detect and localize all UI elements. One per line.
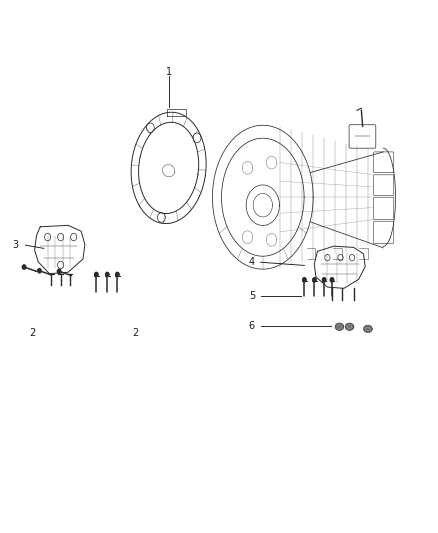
Text: 6: 6 <box>249 321 255 331</box>
Polygon shape <box>335 323 344 330</box>
Circle shape <box>22 265 26 269</box>
Text: 4: 4 <box>249 257 255 267</box>
Circle shape <box>303 278 306 282</box>
Circle shape <box>313 278 316 282</box>
Text: 2: 2 <box>30 328 36 338</box>
Polygon shape <box>364 325 372 333</box>
Circle shape <box>116 272 119 277</box>
Text: 2: 2 <box>133 328 139 338</box>
Circle shape <box>95 272 98 277</box>
Text: 3: 3 <box>12 240 18 250</box>
Circle shape <box>57 269 61 273</box>
Circle shape <box>322 278 326 282</box>
Text: 5: 5 <box>249 291 255 301</box>
Circle shape <box>106 272 109 277</box>
Polygon shape <box>345 323 354 330</box>
Text: 1: 1 <box>166 67 172 77</box>
Circle shape <box>38 269 41 273</box>
Circle shape <box>330 278 334 282</box>
